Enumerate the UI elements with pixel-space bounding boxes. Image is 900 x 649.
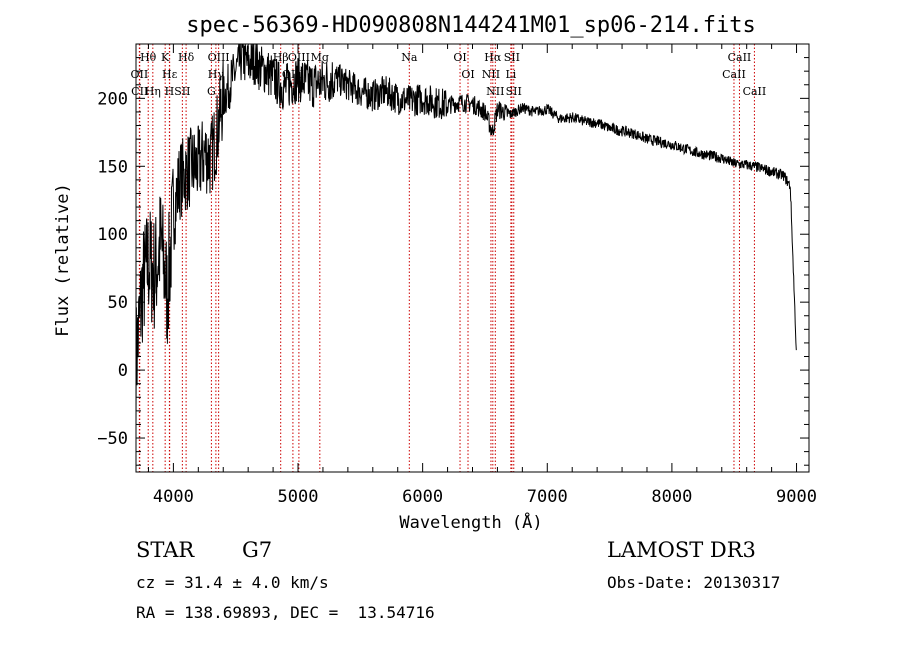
y-tick-label: 100 [97,225,128,245]
x-axis-label: Wavelength (Å) [399,511,542,533]
line-label: Hε [162,68,178,81]
line-label: OI [453,51,466,64]
line-label: OI [461,68,474,81]
x-tick-label: 4000 [153,487,194,507]
y-tick-label: 200 [97,89,128,109]
line-label: Hθ [140,51,157,64]
line-label: NII [486,85,504,98]
coordinates: RA = 138.69893, DEC = 13.54716 [136,603,435,622]
line-label: OII [131,68,149,81]
line-label: Li [505,68,516,81]
object-type: STAR [136,538,195,562]
line-label: OIII [282,68,304,81]
line-label: SII [174,85,190,98]
x-tick-label: 8000 [651,487,692,507]
line-label: Hη [145,85,161,98]
y-tick-label: 150 [97,157,128,177]
line-label: Hγ [208,68,225,81]
line-label: Na [401,51,418,64]
x-tick-label: 5000 [278,487,319,507]
spectrum-line [136,44,797,425]
line-label: NII [482,68,500,81]
x-tick-label: 9000 [776,487,817,507]
y-tick-label: 0 [118,361,128,381]
line-label: SII [506,85,522,98]
line-label: CII [131,85,148,98]
line-label: Hβ [273,51,289,64]
line-label: H [165,85,175,98]
spectral-subclass: G7 [242,538,273,562]
observation-date: Obs-Date: 20130317 [607,573,781,592]
plot-frame [135,43,810,473]
line-label: Hα [484,51,502,64]
chart-title: spec-56369-HD090808N144241M01_sp06-214.f… [186,13,756,38]
x-tick-label: 6000 [402,487,443,507]
line-label: OIII [208,51,230,64]
axis-ticks: 4000 5000 6000 7000 8000 9000 −50 0 50 100 150 200 [97,43,817,507]
line-label: SII [504,51,520,64]
y-tick-label: −50 [97,429,128,449]
spectrum-layer [136,44,797,425]
line-label: Mg [311,51,329,64]
y-tick-label: 50 [108,293,128,313]
redshift-cz: cz = 31.4 ± 4.0 km/s [136,573,329,592]
x-tick-label: 7000 [527,487,568,507]
line-label: Hδ [178,51,195,64]
line-label: CaII [728,51,752,64]
line-label: G [207,85,216,98]
line-label: K [161,51,170,64]
y-axis-label: Flux (relative) [53,183,73,337]
line-label: CaII [722,68,746,81]
line-label: CaII [743,85,767,98]
line-label: OIII [288,51,310,64]
survey-name: LAMOST DR3 [607,538,756,562]
